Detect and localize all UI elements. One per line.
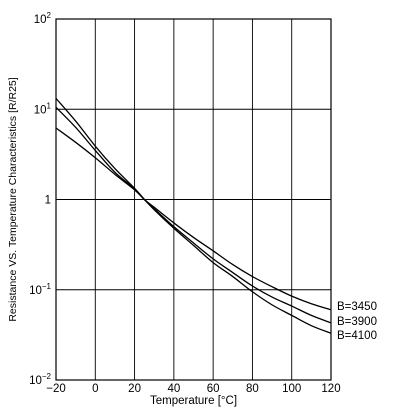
legend-label: B=3900	[337, 316, 377, 328]
series-line-3	[55, 97, 332, 334]
grid-lines	[56, 19, 331, 380]
x-tick-label: −20	[46, 383, 66, 395]
y-axis-label: Resistance VS. Temperature Characteristi…	[7, 77, 19, 321]
x-tick-label: 0	[92, 383, 98, 395]
x-tick-labels: −20 0 20 40 60 80 100 120	[46, 383, 340, 395]
x-tick-label: 40	[167, 383, 180, 395]
y-tick-label: 102	[34, 11, 52, 26]
legend-label: B=4100	[337, 330, 377, 342]
x-tick-label: 80	[246, 383, 259, 395]
legend-label: B=3450	[337, 301, 377, 313]
legend-labels: B=3450 B=3900 B=4100	[337, 301, 377, 342]
x-tick-label: 20	[128, 383, 141, 395]
plot-frame	[55, 18, 332, 381]
y-tick-label: 101	[34, 101, 52, 116]
series-line-2	[55, 106, 332, 324]
series-line-1	[55, 127, 332, 311]
y-tick-labels: 102 101 1 10−1 10−2	[29, 11, 51, 387]
x-tick-label: 120	[321, 383, 340, 395]
x-tick-label: 100	[282, 383, 301, 395]
curve-lines	[55, 97, 332, 334]
x-tick-label: 60	[207, 383, 220, 395]
y-tick-label: 1	[45, 195, 51, 207]
y-tick-label: 10−1	[29, 282, 51, 297]
y-tick-label: 10−2	[29, 372, 51, 387]
x-axis-label: Temperature [°C]	[150, 395, 237, 407]
